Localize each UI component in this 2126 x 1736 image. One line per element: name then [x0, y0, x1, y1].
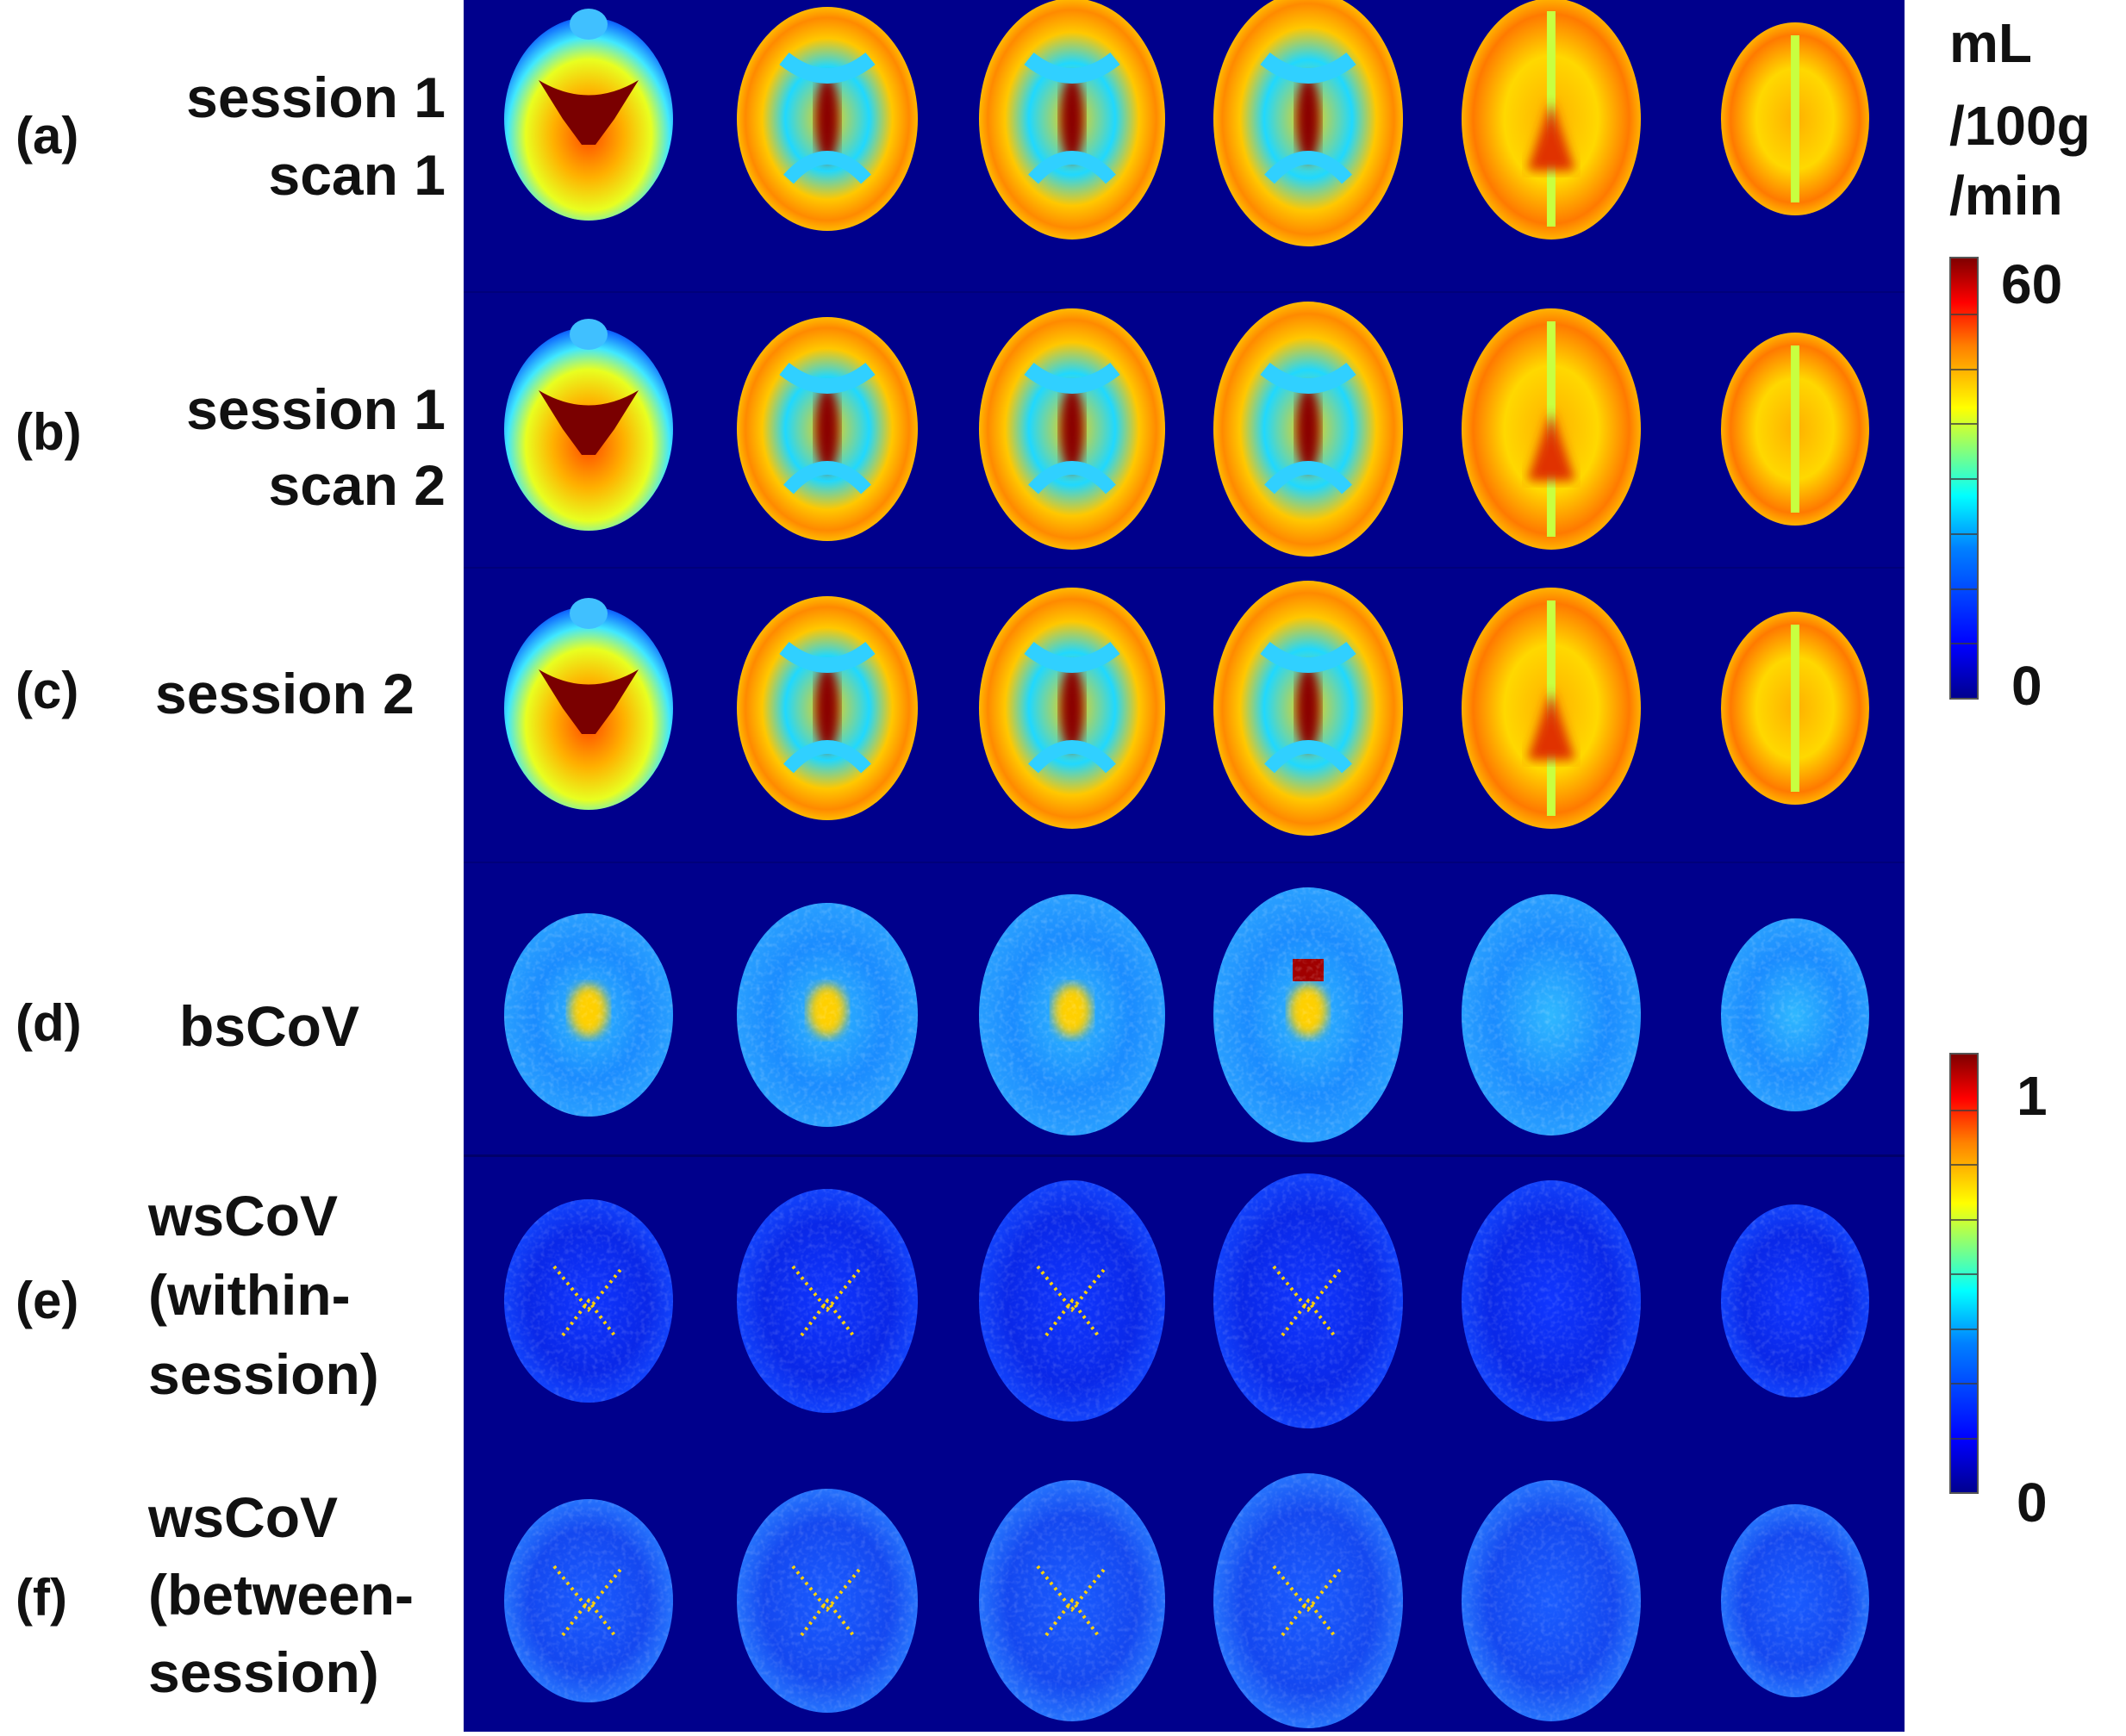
row-separator-de: [464, 1154, 1905, 1157]
brain-slice: [504, 913, 673, 1117]
row-f-letter: (f): [16, 1569, 67, 1627]
cbf-colorbar-min: 0: [2011, 655, 2042, 717]
row-separator: [464, 291, 1905, 293]
row-c-label-line1: session 2: [155, 662, 415, 725]
brain-slice: [737, 7, 918, 231]
brain-slice: [1213, 1473, 1403, 1728]
brain-slice: [1462, 894, 1641, 1136]
cbf-colorbar-max: 60: [2001, 253, 2063, 315]
row-f-label-line2: (between-: [148, 1563, 415, 1627]
cov-colorbar-min: 0: [2017, 1472, 2048, 1534]
cbf-unit-line2: /100g: [1949, 95, 2091, 157]
brain-map-panel: [464, 0, 1905, 1732]
brain-slice: [504, 1199, 673, 1403]
brain-slice: [1721, 1204, 1869, 1397]
brain-slice: [1213, 887, 1403, 1142]
row-f-label-line3: session): [148, 1640, 379, 1704]
brain-slice: [504, 9, 673, 221]
brain-slice: [737, 903, 918, 1127]
row-a-label-line1: session 1: [186, 65, 446, 129]
row-c-letter: (c): [16, 662, 79, 719]
row-a-label-line2: scan 1: [268, 143, 446, 207]
brain-slice: [979, 894, 1165, 1136]
row-e-letter: (e): [16, 1272, 79, 1329]
brain-slice: [1213, 1173, 1403, 1428]
brain-slice: [504, 598, 673, 810]
row-separator: [464, 567, 1905, 569]
brain-slice: [1213, 581, 1403, 836]
brain-slice: [1721, 612, 1869, 805]
brain-slice: [1462, 1480, 1641, 1721]
brain-slice: [1213, 0, 1403, 246]
brain-slice: [1721, 333, 1869, 526]
brain-slice: [979, 1480, 1165, 1721]
row-f-label-line1: wsCoV: [148, 1485, 339, 1549]
row-b-letter: (b): [16, 403, 82, 461]
row-d-label-line1: bsCoV: [179, 994, 360, 1058]
brain-slice: [1721, 918, 1869, 1111]
brain-slices-grid: [464, 0, 1905, 1728]
brain-slice: [737, 1189, 918, 1413]
brain-slice: [737, 1489, 918, 1713]
brain-slice: [504, 319, 673, 531]
brain-slice: [1213, 302, 1403, 557]
brain-slice: [979, 588, 1165, 829]
cbf-unit-line1: mL: [1949, 12, 2032, 74]
row-e-label-line2: (within-: [148, 1263, 351, 1327]
row-a-letter: (a): [16, 107, 79, 165]
row-d-letter: (d): [16, 994, 82, 1052]
brain-slice: [979, 1180, 1165, 1422]
brain-slice: [737, 596, 918, 820]
row-e-label-line1: wsCoV: [148, 1184, 339, 1248]
brain-slice: [1721, 1504, 1869, 1697]
brain-slice: [1462, 1180, 1641, 1422]
row-b-label-line1: session 1: [186, 377, 446, 441]
brain-slice: [1462, 308, 1641, 550]
cov-colorbar: [1949, 1053, 1979, 1494]
brain-slice: [979, 0, 1165, 240]
brain-slice: [979, 308, 1165, 550]
brain-slice: [737, 317, 918, 541]
cov-colorbar-max: 1: [2017, 1065, 2048, 1127]
brain-slice: [1462, 588, 1641, 829]
brain-slice: [1462, 0, 1641, 240]
cbf-colorbar: [1949, 257, 1979, 700]
row-separator: [464, 862, 1905, 863]
row-b-label-line2: scan 2: [268, 453, 446, 517]
brain-slice: [1721, 22, 1869, 215]
row-e-label-line3: session): [148, 1342, 379, 1406]
brain-slice: [504, 1499, 673, 1702]
cbf-unit-line3: /min: [1949, 165, 2063, 227]
